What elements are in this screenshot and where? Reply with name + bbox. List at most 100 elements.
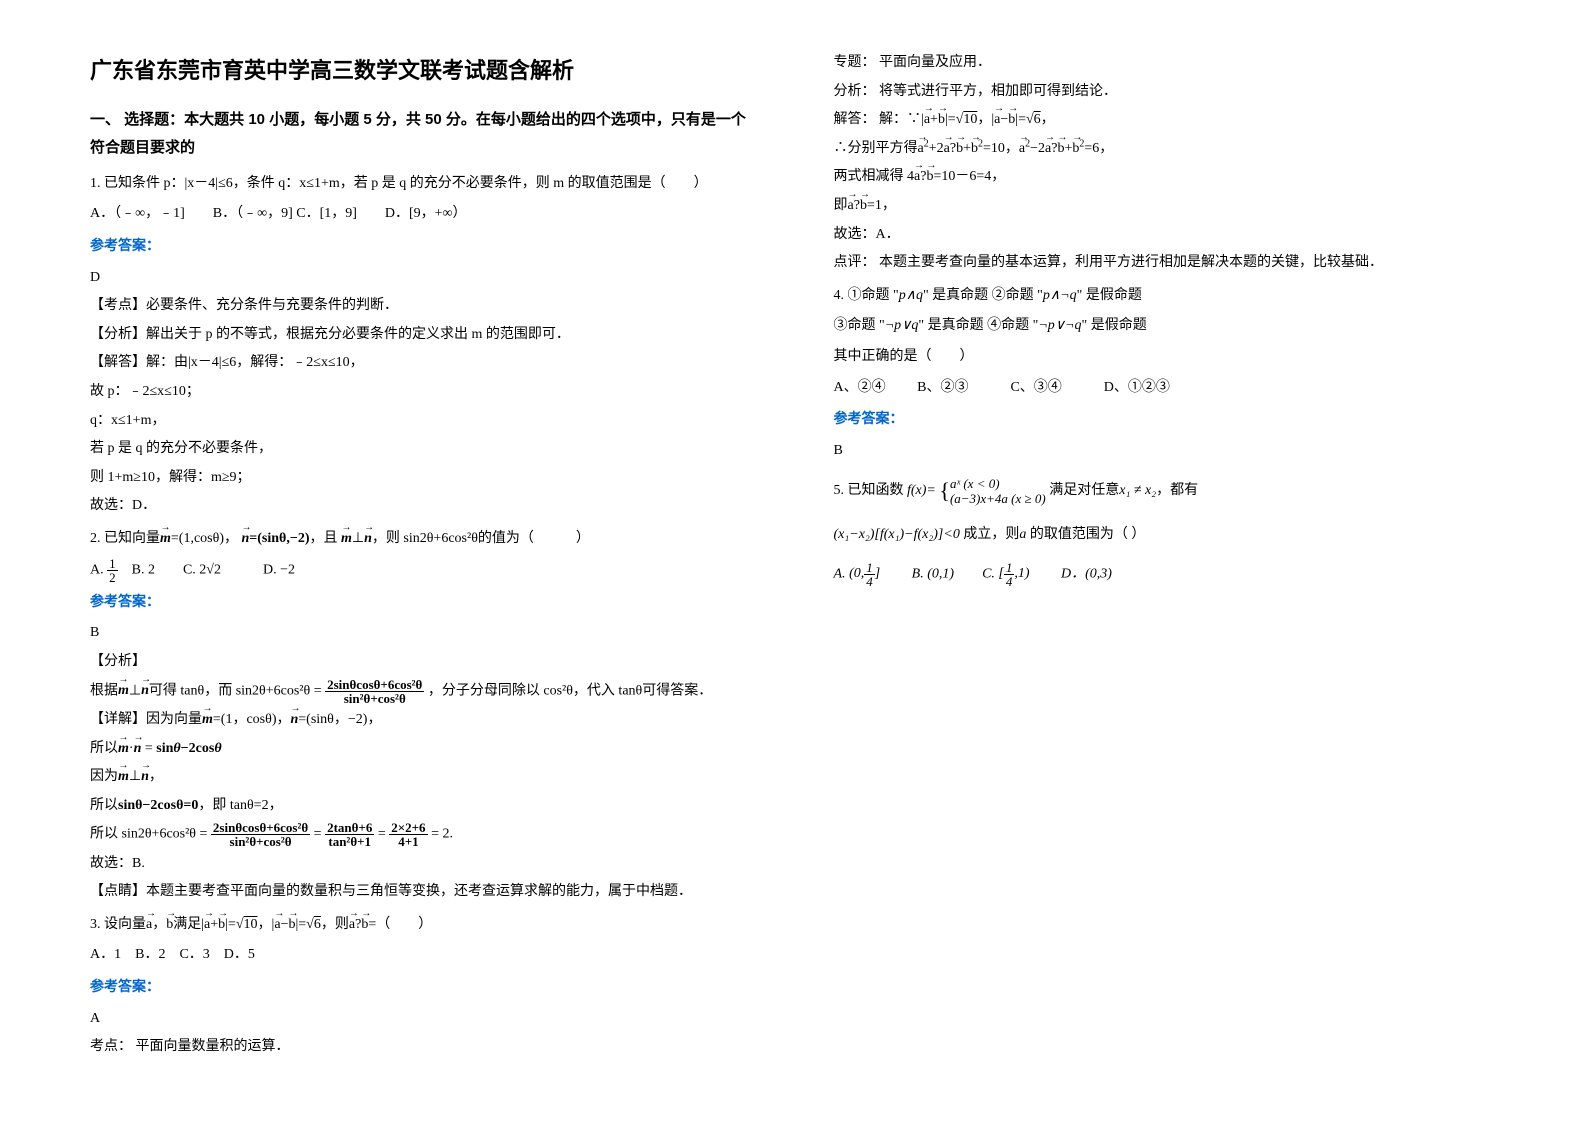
q2a5pre: 所以 — [90, 798, 118, 813]
frac-a1-icon: 2sinθcosθ+6cos²θsin²θ+cos²θ — [325, 678, 424, 705]
q3a5m: =10， — [983, 141, 1019, 156]
vec-b11-icon: b — [926, 164, 933, 191]
q2a2pre: 【详解】因为向量 — [90, 712, 202, 727]
q5c1: aˣ (x < 0) — [950, 476, 1046, 492]
q3a5pre: ∴分别平方得 — [834, 141, 918, 156]
q2-continued: 所以 sin2θ+6cos²θ = 2sinθcosθ+6cos²θsin²θ+… — [90, 821, 754, 906]
question-2: 2. 已知向量m=(1,cosθ)， n=(sinθ,−2)，且 m⊥n，则 s… — [90, 526, 754, 819]
vec-a5-icon: a — [924, 107, 930, 134]
vec-b-icon: b — [166, 912, 173, 939]
vec-n4-icon: n — [290, 707, 298, 734]
q4l2c: " 是假命题 — [1082, 318, 1147, 333]
q1-a8: 故选：D． — [90, 493, 754, 520]
q1-answer: D — [90, 265, 754, 292]
q5l1pre: 5. 已知函数 — [834, 483, 904, 498]
piecewise: aˣ (x < 0) (a−3)x+4a (x ≥ 0) — [950, 476, 1046, 507]
q5c2: (a−3)x+4a (x ≥ 0) — [950, 491, 1046, 507]
vec-a10-icon: a — [1045, 136, 1051, 163]
q5oApre: A. — [834, 566, 846, 581]
vec-a-icon: a — [146, 912, 152, 939]
vector-n2-icon: n — [364, 526, 372, 553]
q4-l3: 其中正确的是（ ） — [834, 344, 1498, 371]
q5-options: A. (0,14] B. (0,1) C. [14,1) D．(0,3) — [834, 561, 1498, 588]
vec-a9-icon: a — [1019, 136, 1025, 163]
q3-a9: 点评： 本题主要考查向量的基本运算，利用平方进行相加是解决本题的关键，比较基础． — [834, 250, 1498, 277]
q3-a3: 分析： 将等式进行平方，相加即可得到结论． — [834, 79, 1498, 106]
vec-b10-icon: b — [1072, 136, 1079, 163]
vec-b7-icon: b — [956, 136, 963, 163]
q2-optA-pre: A. — [90, 562, 107, 577]
vec-b9-icon: b — [1057, 136, 1064, 163]
q2a4pre: 因为 — [90, 769, 118, 784]
q3-stem: 3. 设向量a，b满足|a+b|=√10，|a−b|=√6，则a?b=（ ） — [90, 912, 754, 939]
q4l2b: " 是真命题 ④命题 " — [918, 318, 1038, 333]
q2-a4: 因为m⊥n， — [90, 764, 754, 791]
page-title: 广东省东莞市育英中学高三数学文联考试题含解析 — [90, 50, 754, 92]
vec-n3-icon: n — [141, 678, 149, 705]
vec-a6-icon: a — [994, 107, 1000, 134]
q1-a5: q：x≤1+m， — [90, 408, 754, 435]
q3a7b: =1， — [867, 198, 896, 213]
q1-a3: 【解答】解：由|x－4|≤6，解得：﹣2≤x≤10， — [90, 350, 754, 377]
sqrt6b: 6 — [1034, 112, 1041, 127]
q5-l2: (x₁−x₂)[f(x₁)−f(x₂)]<0 成立，则a 的取值范围为（ ） — [834, 522, 1498, 549]
q4l2a: ③命题 " — [834, 318, 885, 333]
q2-options: A. 12 B. 2 C. 2√2 D. −2 — [90, 557, 754, 584]
q3-a4: 解答： 解：∵|a+b|=√10，|a−b|=√6， — [834, 107, 1498, 134]
q2-answer-label: 参考答案： — [90, 590, 754, 617]
q2-perp: ⊥ — [352, 531, 364, 546]
q3a7: 即 — [834, 198, 848, 213]
q1-a6: 若 p 是 q 的充分不必要条件， — [90, 436, 754, 463]
q2-post: ，则 sin2θ+6cos²θ的值为（ ） — [372, 531, 590, 546]
q3a6b: =10－6=4， — [933, 169, 1005, 184]
q4pq: p∧q — [899, 288, 923, 303]
q2a6post: 2. — [442, 827, 453, 842]
q3a4m: ，| — [977, 112, 994, 127]
q4npq: ¬p∨q — [885, 318, 919, 333]
q1-a1: 【考点】必要条件、充分条件与充要条件的判断． — [90, 293, 754, 320]
q2a2m: =(1，cosθ)， — [213, 712, 291, 727]
frac-a6-1-icon: 2sinθcosθ+6cos²θsin²θ+cos²θ — [211, 821, 310, 848]
q2a1m1: ⊥ — [129, 683, 141, 698]
sqrt10: 10 — [244, 917, 258, 932]
question-1: 1. 已知条件 p：|x－4|≤6，条件 q：x≤1+m，若 p 是 q 的充分… — [90, 171, 754, 520]
q5l2m: 成立，则 — [960, 527, 1020, 542]
vec-b2-icon: b — [218, 912, 225, 939]
q2-m2: =(sinθ,−2) — [249, 531, 309, 546]
q1-answer-label: 参考答案： — [90, 234, 754, 261]
vec-b3-icon: b — [288, 912, 295, 939]
q1-options: A．（﹣∞，﹣1] B．（﹣∞，9] C．[1，9] D．[9，+∞） — [90, 201, 754, 228]
q3m2: ，| — [258, 917, 275, 932]
q4l1b: " 是真命题 ②命题 " — [923, 288, 1043, 303]
vec-a11-icon: a — [914, 164, 920, 191]
q2-stem: 2. 已知向量m=(1,cosθ)， n=(sinθ,−2)，且 m⊥n，则 s… — [90, 526, 754, 553]
sqrt6: 6 — [314, 917, 321, 932]
q3q: =（ ） — [368, 917, 432, 932]
frac-a6-2-icon: 2tanθ+6tan²θ+1 — [325, 821, 374, 848]
section-header: 一、 选择题：本大题共 10 小题，每小题 5 分，共 50 分。在每小题给出的… — [90, 106, 754, 163]
vec-n6-icon: n — [141, 764, 149, 791]
vector-m2-icon: m — [341, 526, 352, 553]
q2-a0: 【分析】 — [90, 649, 754, 676]
q5oB: B. (0,1) C. — [884, 566, 995, 581]
vector-n-icon: n — [241, 526, 249, 553]
q2-answer: B — [90, 620, 754, 647]
vec-m3-icon: m — [118, 678, 129, 705]
q5x12: x₁ ≠ x₂ — [1119, 483, 1156, 498]
vec-a12-icon: a — [848, 193, 854, 220]
q5-optC-val: [14,1) — [998, 566, 1029, 581]
question-4: 4. ①命题 "p∧q" 是真命题 ②命题 "p∧¬q" 是假命题 ③命题 "¬… — [834, 283, 1498, 465]
q3a6: 两式相减得 4 — [834, 169, 915, 184]
vec-a3-icon: a — [274, 912, 280, 939]
q2-m3: ，且 — [310, 531, 338, 546]
brace-icon: { — [939, 470, 950, 512]
q5l1post: 满足对任意 — [1049, 483, 1119, 498]
q1-a4: 故 p：﹣2≤x≤10； — [90, 379, 754, 406]
q5oD: D．(0,3) — [1033, 566, 1112, 581]
q3-a2: 专题： 平面向量及应用． — [834, 50, 1498, 77]
q1-stem: 1. 已知条件 p：|x－4|≤6，条件 q：x≤1+m，若 p 是 q 的充分… — [90, 171, 754, 198]
q3-options: A．1 B．2 C．3 D．5 — [90, 942, 754, 969]
vec-b12-icon: b — [860, 193, 867, 220]
sqrt10b: 10 — [963, 112, 977, 127]
q5l2p: 的取值范围为（ ） — [1026, 527, 1145, 542]
